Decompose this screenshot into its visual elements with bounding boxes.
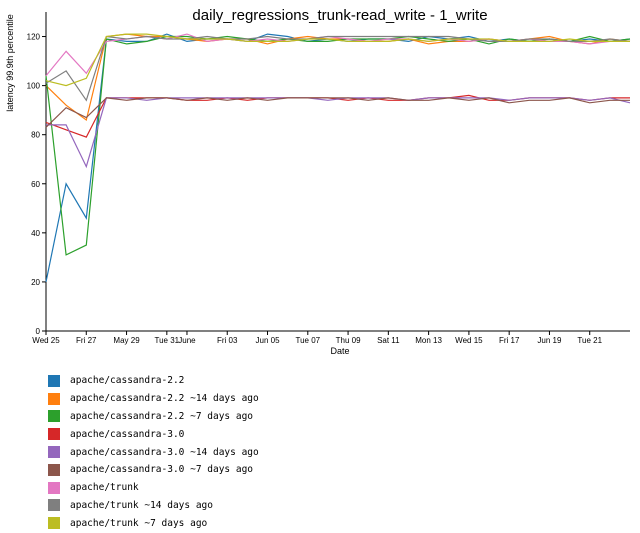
- chart-title: daily_regressions_trunk-read_write - 1_w…: [192, 7, 487, 24]
- legend-swatch: [48, 374, 60, 387]
- y-axis: 0 20 40 60 80 100 120: [27, 12, 47, 336]
- series-line-5: [45, 97, 630, 128]
- x-tick-label: Fri 03: [217, 336, 238, 345]
- legend-label: apache/cassandra-3.0 ~7 days ago: [70, 464, 254, 476]
- legend-item: apache/cassandra-3.0 ~14 days ago: [48, 443, 259, 461]
- legend-swatch: [48, 446, 60, 459]
- series-line-3: [45, 94, 630, 138]
- legend-swatch: [48, 428, 60, 441]
- x-tick-label: Mon 13: [415, 336, 442, 345]
- legend-swatch: [48, 481, 60, 494]
- legend-label: apache/trunk ~7 days ago: [70, 517, 208, 529]
- series-line-4: [46, 97, 631, 169]
- x-tick-label: Sat 11: [377, 336, 400, 345]
- legend: apache/cassandra-2.2 apache/cassandra-2.2…: [48, 372, 259, 532]
- legend-swatch: [48, 517, 60, 530]
- y-tick-label: 20: [31, 278, 40, 287]
- x-tick-label: Fri 17: [499, 336, 520, 345]
- legend-item: apache/trunk ~14 days ago: [48, 497, 259, 515]
- legend-label: apache/cassandra-2.2 ~14 days ago: [70, 393, 259, 405]
- line-chart: daily_regressions_trunk-read_write - 1_w…: [5, 7, 631, 356]
- legend-item: apache/cassandra-2.2 ~14 days ago: [48, 390, 259, 408]
- x-tick-label: Fri 27: [76, 336, 97, 345]
- y-tick-label: 80: [31, 131, 40, 140]
- legend-label: apache/trunk: [70, 482, 139, 494]
- series-line-1: [45, 33, 631, 122]
- x-tick-label: Tue 21: [577, 336, 602, 345]
- x-tick-label: Wed 25: [32, 336, 60, 345]
- x-tick-label: Tue 31: [155, 336, 180, 345]
- series-line-2: [45, 35, 631, 256]
- x-tick-label: Tue 07: [295, 336, 320, 345]
- series-line-8: [45, 33, 630, 87]
- legend-swatch: [48, 499, 60, 512]
- legend-item: apache/trunk: [48, 479, 259, 497]
- x-axis-title: Date: [330, 346, 349, 356]
- x-tick-label: Jun 05: [256, 336, 281, 345]
- x-tick-label: Thu 09: [336, 336, 361, 345]
- legend-label: apache/cassandra-2.2 ~7 days ago: [70, 410, 254, 422]
- legend-label: apache/cassandra-2.2: [70, 375, 185, 387]
- series-line-0: [45, 33, 631, 283]
- x-tick-label: May 29: [113, 336, 140, 345]
- x-tick-label: Jun 19: [537, 336, 562, 345]
- plot-area: [45, 33, 631, 283]
- legend-label: apache/cassandra-3.0 ~14 days ago: [70, 446, 259, 458]
- legend-item: apache/cassandra-3.0 ~7 days ago: [48, 461, 259, 479]
- y-tick-label: 60: [31, 180, 40, 189]
- legend-item: apache/trunk ~7 days ago: [48, 514, 259, 532]
- legend-swatch: [48, 410, 60, 423]
- legend-label: apache/cassandra-3.0: [70, 428, 185, 440]
- legend-swatch: [48, 463, 60, 476]
- legend-item: apache/cassandra-2.2 ~7 days ago: [48, 408, 259, 426]
- series-line-7: [45, 35, 631, 102]
- legend-swatch: [48, 392, 60, 405]
- legend-item: apache/cassandra-2.2: [48, 372, 259, 390]
- x-tick-label: June: [178, 336, 196, 345]
- x-axis: Wed 25 Fri 27 May 29 Tue 31 June Fri 03 Jun 05…: [32, 330, 630, 345]
- y-axis-title: latency 99.9th percentile: [5, 14, 15, 112]
- legend-item: apache/cassandra-3.0: [48, 425, 259, 443]
- x-tick-label: Wed 15: [455, 336, 483, 345]
- y-tick-label: 100: [27, 82, 41, 91]
- y-tick-label: 40: [31, 229, 40, 238]
- legend-label: apache/trunk ~14 days ago: [70, 499, 213, 511]
- y-tick-label: 120: [27, 33, 41, 42]
- y-tick-label: 0: [36, 327, 41, 336]
